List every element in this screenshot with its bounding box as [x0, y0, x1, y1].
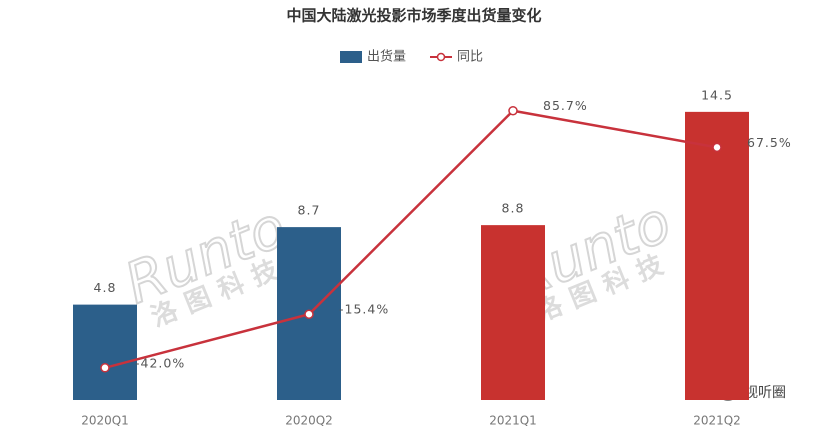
badge-text: 视听圈	[744, 385, 786, 401]
bar	[685, 111, 749, 400]
line-marker	[100, 363, 110, 373]
x-tick-label: 2021Q2	[693, 414, 741, 428]
line-marker	[712, 142, 722, 153]
data-label: 8.8	[502, 201, 525, 216]
line	[104, 109, 718, 370]
bar	[73, 304, 137, 400]
legend-label: 同比	[457, 50, 483, 65]
watermark: Runto 洛图科技	[116, 194, 296, 334]
x-tick-label: 2021Q1	[489, 414, 537, 428]
legend-swatch	[340, 51, 362, 63]
data-label: 14.5	[701, 87, 733, 102]
data-label: 85.7%	[543, 98, 588, 113]
x-tick-label: 2020Q2	[285, 414, 333, 428]
data-label: -15.4%	[339, 302, 389, 317]
legend-label: 出货量	[367, 49, 406, 65]
legend-swatch	[436, 52, 446, 62]
line-marker	[304, 309, 314, 319]
chart-title: 中国大陆激光投影市场季度出货量变化	[286, 7, 541, 25]
data-label: 8.7	[298, 203, 321, 218]
bar	[481, 225, 545, 400]
data-label: -42.0%	[135, 355, 185, 370]
data-label: 67.5%	[747, 135, 792, 150]
x-tick-label: 2020Q1	[81, 414, 129, 428]
line-marker	[508, 105, 518, 116]
data-label: 4.8	[94, 280, 117, 295]
